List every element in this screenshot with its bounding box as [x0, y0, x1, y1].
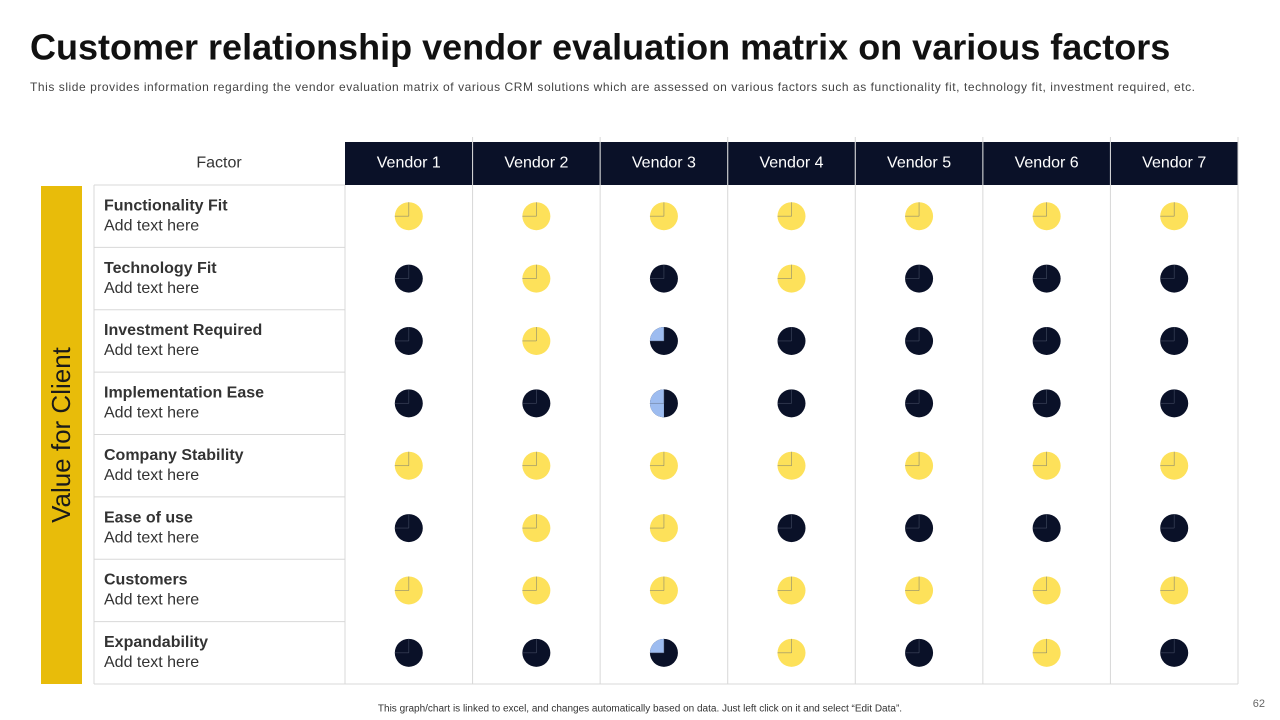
- factor-note: Add text here: [104, 592, 199, 609]
- factor-name: Expandability: [104, 634, 208, 651]
- factor-name: Functionality Fit: [104, 197, 228, 214]
- footer-note: This graph/chart is linked to excel, and…: [378, 704, 902, 715]
- factor-name: Ease of use: [104, 509, 193, 526]
- subtitle: This slide provides information regardin…: [30, 80, 1195, 94]
- factor-note: Add text here: [104, 654, 199, 671]
- factor-name: Investment Required: [104, 322, 262, 339]
- factor-note: Add text here: [104, 280, 199, 297]
- factor-note: Add text here: [104, 342, 199, 359]
- side-label: Value for Client: [46, 346, 76, 523]
- factor-note: Add text here: [104, 467, 199, 484]
- factor-name: Technology Fit: [104, 260, 217, 277]
- factor-name: Customers: [104, 572, 188, 589]
- column-header: Vendor 2: [504, 155, 568, 172]
- column-header: Vendor 5: [887, 155, 951, 172]
- title: Customer relationship vendor evaluation …: [30, 27, 1170, 68]
- factor-name: Company Stability: [104, 447, 244, 464]
- factor-note: Add text here: [104, 529, 199, 546]
- factor-name: Implementation Ease: [104, 385, 264, 402]
- column-header: Factor: [196, 155, 242, 172]
- rating-accent: [649, 638, 664, 653]
- column-header: Vendor 4: [759, 155, 823, 172]
- rating-accent: [649, 326, 664, 341]
- side-band: [41, 186, 82, 684]
- column-header: Vendor 3: [632, 155, 696, 172]
- factor-note: Add text here: [104, 217, 199, 234]
- factor-note: Add text here: [104, 405, 199, 422]
- column-header: Vendor 7: [1142, 155, 1206, 172]
- column-header: Vendor 1: [377, 155, 441, 172]
- column-header: Vendor 6: [1015, 155, 1079, 172]
- page-number: 62: [1253, 698, 1265, 710]
- header-band: [345, 142, 1238, 185]
